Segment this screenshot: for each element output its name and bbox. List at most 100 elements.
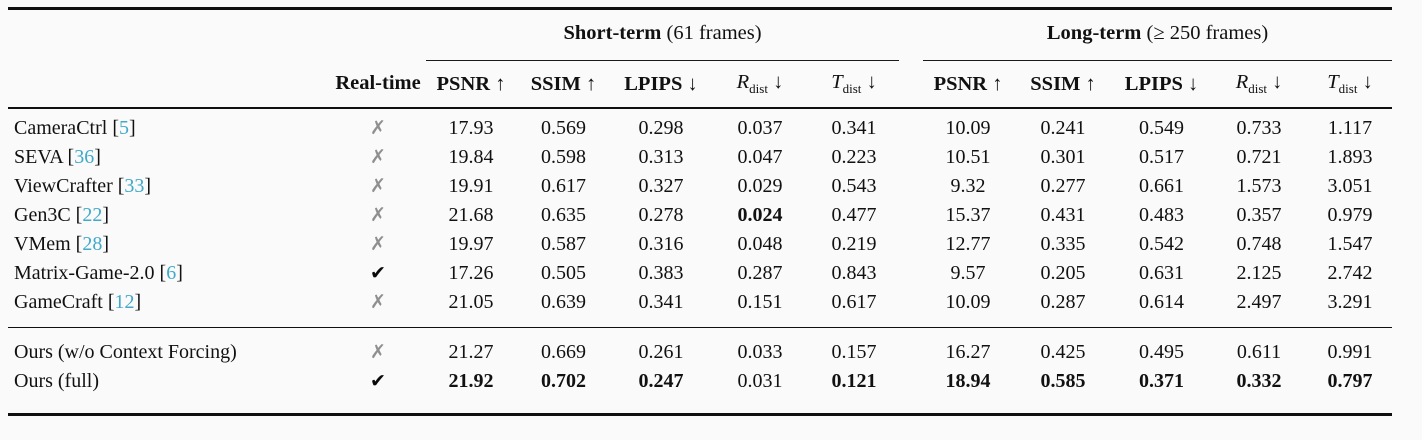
down-arrow-icon: ↓ [773,70,784,93]
table-row: Matrix-Game-2.0 [6] ✔ 17.26 0.505 0.383 … [8,259,1392,288]
lpips-short-value: 0.261 [611,327,711,367]
citation: [28] [70,233,110,255]
psnr-long-value: 9.32 [950,175,986,197]
citation: [6] [154,262,183,284]
tdist-short-value: 0.477 [831,204,877,226]
citation-link[interactable]: 6 [166,262,177,284]
psnr-short-value: 19.97 [448,233,494,255]
column-header-rdist-long: Rdist ↓ [1210,60,1309,109]
psnr-short-value: 19.84 [448,146,494,168]
short-term-subtitle: (61 frames) [666,22,762,44]
metric-header-row: Real-time PSNR ↑ SSIM ↑ LPIPS ↓ Rdist ↓ … [8,60,1393,109]
psnr-long-value: 10.09 [945,291,991,313]
up-arrow-icon: ↑ [1085,72,1096,95]
lpips-short-value: 0.278 [638,204,684,226]
long-term-title: Long-term [1046,22,1142,44]
citation-link[interactable]: 33 [124,175,145,197]
rdist-long-value: 0.733 [1236,117,1282,139]
rdist-short-value: 0.047 [737,146,783,168]
lpips-long-value: 0.483 [1139,204,1185,226]
group-gap-cell [899,259,923,288]
method-name: Matrix-Game-2.0 [14,262,155,284]
blank-header-cell [8,9,426,61]
results-table: Short-term (61 frames) Long-term (≥ 250 … [8,7,1393,416]
ssim-long-value: 0.335 [1040,233,1086,255]
cross-icon: ✗ [370,341,386,363]
down-arrow-icon: ↓ [1362,70,1373,93]
table-header: Short-term (61 frames) Long-term (≥ 250 … [8,8,1393,109]
realtime-cell: ✔ [330,259,426,288]
tdist-long-value: 0.797 [1327,370,1373,392]
tdist-short-value: 0.157 [809,327,900,367]
ssim-long-value: 0.287 [1040,291,1086,313]
rdist-short-value: 0.033 [711,327,809,367]
psnr-long-value: 10.09 [945,117,991,139]
cross-icon: ✗ [370,117,386,139]
ssim-long-value: 0.277 [1040,175,1086,197]
psnr-short-value: 21.05 [448,291,494,313]
table-row: ViewCrafter [33] ✗ 19.91 0.617 0.327 0.0… [8,172,1392,201]
tdist-long-value: 1.547 [1327,233,1373,255]
ssim-short-value: 0.639 [541,291,586,313]
tdist-long-value: 2.742 [1327,262,1373,284]
rdist-long-value: 2.125 [1236,262,1282,284]
ssim-long-value: 0.241 [1040,117,1086,139]
psnr-short-value: 17.26 [448,262,494,284]
table-row: GameCraft [12] ✗ 21.05 0.639 0.341 0.151… [8,288,1392,328]
group-gap-cell [899,230,923,259]
psnr-short-value: 21.92 [448,370,494,392]
cross-icon: ✗ [370,175,386,197]
ssim-long-value: 0.205 [1040,262,1086,284]
cross-icon: ✗ [370,204,386,226]
down-arrow-icon: ↓ [1188,72,1199,95]
group-gap-cell [899,288,923,328]
citation-link[interactable]: 36 [74,146,95,168]
cross-icon: ✗ [370,291,386,313]
rdist-long-value: 0.611 [1210,327,1309,367]
ssim-long-value: 0.425 [1013,327,1114,367]
psnr-long-value: 18.94 [945,370,991,392]
citation-link[interactable]: 12 [114,291,135,313]
method-cell: Matrix-Game-2.0 [6] [8,259,330,288]
group-gap-cell [899,60,924,109]
method-cell: VMem [28] [8,230,330,259]
method-name: Ours (full) [14,370,99,392]
realtime-cell: ✗ [330,172,426,201]
citation-link[interactable]: 22 [82,204,103,226]
citation-link[interactable]: 28 [82,233,103,255]
column-header-psnr-short: PSNR ↑ [426,60,516,109]
group-gap-cell [899,9,923,61]
tdist-long-value: 1.117 [1327,117,1373,139]
group-gap-cell [899,143,923,172]
tdist-short-value: 0.543 [831,175,877,197]
lpips-long-value: 0.495 [1113,327,1211,367]
rdist-short-value: 0.048 [737,233,783,255]
column-header-ssim-long: SSIM ↑ [1013,60,1114,109]
realtime-cell: ✗ [330,288,426,328]
realtime-cell: ✔ [330,367,426,415]
rdist-short-value: 0.037 [737,117,783,139]
lpips-short-value: 0.313 [638,146,684,168]
lpips-short-value: 0.316 [638,233,684,255]
up-arrow-icon: ↑ [586,72,597,95]
rdist-short-value: 0.029 [737,175,783,197]
method-name: ViewCrafter [14,175,113,197]
psnr-long-value: 10.51 [945,146,991,168]
lpips-long-value: 0.661 [1139,175,1185,197]
rdist-short-value: 0.031 [737,370,783,392]
column-header-realtime: Real-time [330,60,426,109]
psnr-short-value: 19.91 [448,175,494,197]
citation: [22] [70,204,110,226]
ssim-short-value: 0.635 [541,204,586,226]
column-header-rdist-short: Rdist ↓ [711,60,809,109]
tdist-long-value: 3.291 [1327,291,1373,313]
lpips-short-value: 0.298 [638,117,684,139]
rdist-short-value: 0.024 [737,204,783,226]
citation-link[interactable]: 5 [118,117,129,139]
ssim-long-value: 0.585 [1040,370,1086,392]
method-cell: GameCraft [12] [8,288,330,328]
lpips-short-value: 0.327 [638,175,684,197]
psnr-long-value: 9.57 [950,262,986,284]
tdist-long-value: 0.979 [1327,204,1373,226]
table-row: Ours (full) ✔ 21.92 0.702 0.247 0.031 0.… [8,367,1392,415]
